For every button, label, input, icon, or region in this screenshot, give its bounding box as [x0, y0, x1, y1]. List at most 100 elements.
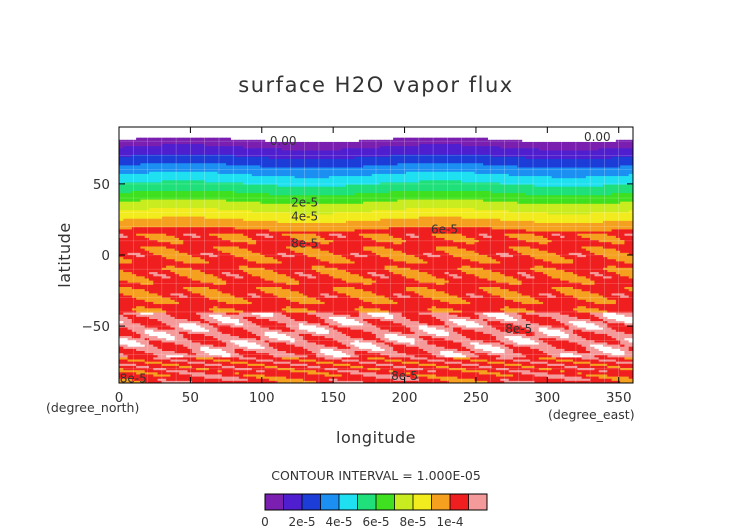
- field-cell: [500, 156, 506, 160]
- field-cell: [521, 161, 527, 164]
- field-cell: [371, 156, 377, 160]
- field-cell: [457, 167, 463, 171]
- field-cell: [161, 176, 167, 179]
- field-cell: [521, 184, 527, 188]
- field-cell: [260, 146, 266, 149]
- field-cell: [298, 159, 304, 162]
- field-cell: [260, 184, 266, 188]
- field-cell: [247, 182, 253, 186]
- field-cell: [444, 167, 450, 171]
- field-cell: [178, 159, 184, 162]
- field-cell: [418, 169, 424, 173]
- field-cell: [483, 137, 488, 141]
- field-cell: [290, 161, 296, 164]
- field-cell: [234, 176, 240, 179]
- field-cell: [324, 169, 330, 173]
- field-cell: [221, 146, 227, 149]
- field-cell: [465, 152, 471, 156]
- field-cell: [530, 146, 536, 149]
- field-cell: [414, 186, 420, 190]
- field-cell: [187, 169, 193, 173]
- field-cell: [148, 173, 154, 177]
- field-cell: [581, 148, 587, 152]
- field-cell: [174, 159, 180, 162]
- field-cell: [500, 165, 506, 169]
- field-cell: [153, 148, 159, 152]
- field-cell: [119, 161, 124, 164]
- field-cell: [393, 150, 399, 154]
- field-cell: [478, 144, 484, 147]
- field-cell: [303, 178, 309, 181]
- field-cell: [594, 173, 600, 177]
- field-cell: [307, 152, 313, 156]
- field-cell: [624, 180, 630, 184]
- field-cell: [234, 182, 240, 186]
- field-cell: [307, 186, 313, 190]
- field-cell: [521, 148, 527, 152]
- field-cell: [491, 180, 497, 184]
- field-cell: [144, 176, 150, 179]
- field-cell: [581, 167, 587, 171]
- field-cell: [320, 171, 326, 175]
- field-cell: [423, 186, 428, 190]
- field-cell: [487, 176, 493, 179]
- field-cell: [568, 154, 574, 158]
- field-cell: [286, 186, 291, 190]
- field-cell: [213, 180, 219, 184]
- field-cell: [603, 159, 608, 162]
- field-cell: [513, 165, 518, 169]
- field-cell: [273, 182, 279, 186]
- field-cell: [405, 137, 411, 141]
- field-cell: [367, 184, 373, 188]
- field-cell: [161, 186, 167, 190]
- field-cell: [346, 184, 351, 188]
- field-cell: [397, 152, 403, 156]
- field-cell: [560, 156, 566, 160]
- field-cell: [435, 171, 441, 175]
- field-cell: [144, 161, 150, 164]
- field-cell: [157, 182, 163, 186]
- field-cell: [414, 163, 420, 166]
- field-cell: [191, 154, 197, 158]
- field-cell: [581, 154, 587, 158]
- field-cell: [461, 156, 467, 160]
- field-cell: [405, 144, 411, 147]
- field-cell: [513, 152, 518, 156]
- field-cell: [444, 178, 450, 181]
- field-cell: [410, 180, 416, 184]
- field-cell: [585, 154, 591, 158]
- field-cell: [286, 169, 291, 173]
- field-cell: [294, 159, 300, 162]
- field-cell: [551, 184, 557, 188]
- field-cell: [547, 165, 553, 169]
- field-cell: [256, 186, 261, 190]
- field-cell: [294, 186, 300, 190]
- field-cell: [594, 152, 600, 156]
- field-cell: [448, 182, 454, 186]
- field-cell: [401, 182, 407, 186]
- field-cell: [234, 161, 240, 164]
- field-cell: [328, 144, 334, 147]
- field-cell: [453, 141, 458, 145]
- field-cell: [183, 180, 189, 184]
- field-cell: [153, 182, 159, 186]
- field-cell: [200, 159, 206, 162]
- field-cell: [547, 159, 553, 162]
- field-cell: [414, 148, 420, 152]
- field-cell: [363, 167, 369, 171]
- field-cell: [607, 167, 613, 171]
- field-cell: [367, 139, 373, 143]
- field-cell: [234, 139, 240, 143]
- field-cell: [119, 150, 124, 154]
- field-cell: [465, 169, 471, 173]
- field-cell: [393, 171, 399, 175]
- field-cell: [286, 161, 291, 164]
- field-cell: [405, 150, 411, 154]
- field-cell: [273, 163, 279, 166]
- field-cell: [555, 154, 561, 158]
- field-cell: [500, 182, 506, 186]
- field-cell: [504, 139, 510, 143]
- field-cell: [500, 139, 506, 143]
- field-cell: [238, 180, 244, 184]
- field-cell: [260, 171, 266, 175]
